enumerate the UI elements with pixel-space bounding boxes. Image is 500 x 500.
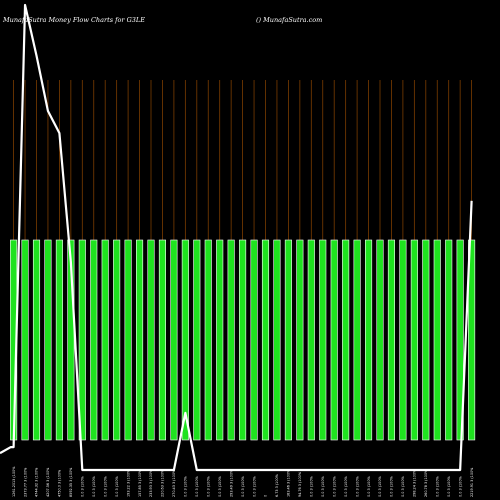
x-tick-label: 193.22 3 (100% — [126, 469, 130, 497]
bar — [250, 239, 258, 441]
bar — [342, 239, 350, 441]
bar — [204, 239, 212, 441]
bar — [193, 239, 201, 441]
bar-series — [10, 239, 476, 441]
bar — [376, 239, 384, 441]
x-tick-label: 6.73 3 (100% — [275, 473, 279, 497]
x-tick-label: 0.0 3 (100% — [435, 476, 439, 497]
bar — [32, 239, 41, 441]
bar — [158, 239, 166, 441]
bar — [170, 239, 178, 441]
x-tick-label: 0.0 3 (100% — [206, 476, 210, 497]
x-tick-label: 0.0 3 (100% — [81, 476, 85, 497]
x-tick-label: 0.0 3 (100% — [367, 476, 371, 497]
bar — [284, 239, 292, 441]
x-tick-label: 270.43 3 (100% — [172, 469, 176, 497]
bar — [468, 239, 476, 441]
x-tick-label: 0.0 3 (100% — [252, 476, 256, 497]
bar — [456, 239, 464, 441]
money-flow-line-path — [0, 3, 473, 472]
x-tick-label: 4750.0 3 (100% — [58, 469, 62, 497]
bar — [216, 239, 224, 441]
x-tick-label: 298.24 3 (100% — [413, 469, 417, 497]
bar — [147, 239, 155, 441]
bar — [55, 239, 63, 441]
x-tick-label: 1261.2013 (100% — [12, 466, 16, 497]
bar — [387, 239, 396, 441]
x-tick-label: 0.0 3 (100% — [355, 476, 359, 497]
x-tick-label: 0.0 3 (100% — [401, 476, 405, 497]
x-tick-label: 2373.77 3 (100% — [23, 467, 27, 497]
x-tick-label: 0.0 3 (100% — [321, 476, 325, 497]
x-tick-label: 0.0 3 (100% — [195, 476, 199, 497]
bar — [445, 239, 453, 441]
x-tick-label: 0.0 3 (100% — [92, 476, 96, 497]
bar — [296, 239, 304, 441]
bar — [44, 239, 52, 441]
x-tick-label: 8592.35 3 (100% — [69, 467, 73, 497]
x-tick-label: 157.85 3 (100% — [138, 469, 142, 497]
x-tick-label: 0.0 3 (100% — [103, 476, 107, 497]
x-tick-label: 0 — [264, 495, 268, 497]
x-tick-label: 0.0 3 (100% — [447, 476, 451, 497]
chart-title: MunafaSutra Money Flow Charts for G3LE — [2, 16, 145, 24]
x-tick-label: 183.46 3 (100% — [287, 469, 291, 497]
x-tick-label: 220.63 3 (100% — [161, 469, 165, 497]
bar — [307, 239, 315, 441]
bar — [90, 239, 98, 441]
x-tick-label: 0.0 3 (100% — [310, 476, 314, 497]
x-tick-label: 94.76 3 (100% — [298, 471, 302, 497]
x-tick-label: 0.0 3 (100% — [184, 476, 188, 497]
bar — [353, 239, 361, 441]
bar — [101, 239, 109, 441]
x-tick-label: 0.0 3 (100% — [218, 476, 222, 497]
x-tick-label: 2219.91 3 (100% — [470, 467, 474, 497]
bar — [239, 239, 247, 441]
bar — [124, 239, 132, 441]
x-tick-label: 4207.56 3 (100% — [46, 467, 50, 497]
bar — [319, 239, 327, 441]
bar — [433, 239, 441, 441]
bar — [410, 239, 418, 441]
x-tick-label: 0.0 3 (100% — [115, 476, 119, 497]
x-tick-label: 0.0 3 (100% — [344, 476, 348, 497]
x-tick-label: 293.49 3 (100% — [229, 469, 233, 497]
bar — [364, 239, 373, 441]
x-tick-label: 260.78 3 (100% — [424, 469, 428, 497]
money-flow-line — [0, 3, 473, 472]
bar — [330, 239, 338, 441]
bar — [136, 239, 144, 441]
x-tick-label: 0.0 3 (100% — [241, 476, 245, 497]
bar — [113, 239, 121, 441]
x-tick-label: 233.93 3 (100% — [149, 469, 153, 497]
bar — [78, 239, 86, 441]
bar — [227, 239, 235, 441]
x-axis-labels: 1261.2013 (100% 2373.77 3 (100% 4744.32 3 … — [12, 466, 474, 497]
chart-site-credit: () MunafaSutra.com — [256, 16, 322, 24]
x-tick-label: 0.0 3 (100% — [378, 476, 382, 497]
x-tick-label: 0.0 3 (100% — [332, 476, 336, 497]
bar — [273, 239, 281, 441]
x-tick-label: 4744.32 3 (100% — [35, 467, 39, 497]
bar — [21, 239, 29, 441]
bar — [181, 239, 189, 441]
bar — [399, 239, 407, 441]
bar — [261, 239, 270, 441]
x-tick-label: 0.0 3 (100% — [390, 476, 394, 497]
bar — [422, 239, 430, 441]
x-tick-label: 0.0 3 (100% — [458, 476, 462, 497]
